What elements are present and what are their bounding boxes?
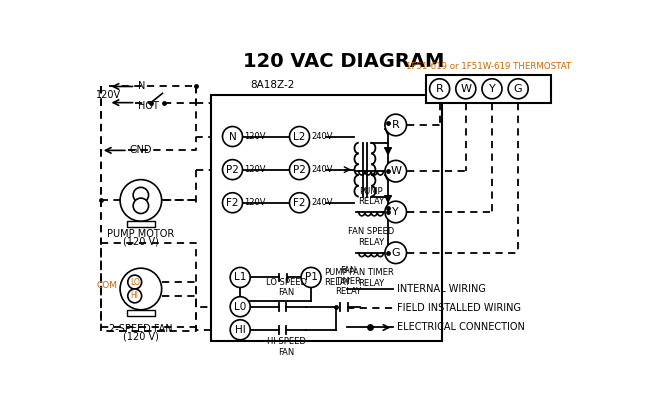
Circle shape: [222, 193, 243, 213]
Circle shape: [482, 79, 502, 99]
Circle shape: [222, 160, 243, 180]
Text: R: R: [392, 120, 399, 130]
Text: LO: LO: [130, 277, 139, 287]
Text: FAN SPEED
RELAY: FAN SPEED RELAY: [348, 228, 394, 247]
Text: 240V: 240V: [311, 132, 332, 141]
Circle shape: [429, 79, 450, 99]
Circle shape: [230, 297, 250, 317]
Circle shape: [385, 201, 407, 223]
Circle shape: [133, 187, 149, 203]
Text: 120 VAC DIAGRAM: 120 VAC DIAGRAM: [243, 52, 444, 70]
Circle shape: [120, 180, 161, 221]
Circle shape: [385, 242, 407, 264]
Circle shape: [456, 79, 476, 99]
Text: INTERNAL WIRING: INTERNAL WIRING: [397, 284, 486, 294]
Text: (120 V): (120 V): [123, 237, 159, 247]
Text: PUMP
RELAY: PUMP RELAY: [324, 268, 350, 287]
Bar: [127, 310, 155, 316]
Text: L1: L1: [234, 272, 247, 282]
Text: LO SPEED
FAN: LO SPEED FAN: [266, 278, 307, 297]
Text: 8A18Z-2: 8A18Z-2: [251, 80, 295, 91]
Bar: [211, 95, 442, 341]
Text: GND: GND: [129, 145, 152, 155]
Circle shape: [385, 114, 407, 136]
Text: F2: F2: [226, 198, 239, 208]
Text: R: R: [436, 84, 444, 94]
Bar: [127, 221, 155, 228]
Circle shape: [128, 275, 141, 289]
Text: HOT: HOT: [138, 101, 159, 111]
Text: G: G: [391, 248, 400, 258]
Polygon shape: [385, 148, 391, 154]
Text: L0: L0: [234, 302, 247, 312]
Text: PUMP
RELAY: PUMP RELAY: [358, 186, 384, 206]
Text: (120 V): (120 V): [123, 331, 159, 341]
Text: W: W: [390, 166, 401, 176]
Polygon shape: [385, 176, 391, 181]
Text: 120V: 120V: [244, 198, 265, 207]
Text: HI: HI: [131, 291, 139, 300]
Circle shape: [120, 268, 161, 310]
Bar: [425, 75, 551, 103]
Text: COM: COM: [96, 281, 118, 290]
Circle shape: [289, 193, 310, 213]
Text: HI SPEED
FAN: HI SPEED FAN: [267, 337, 306, 357]
Text: 120V: 120V: [244, 132, 265, 141]
Text: W: W: [460, 84, 471, 94]
Circle shape: [301, 267, 321, 287]
Text: P2: P2: [226, 165, 239, 175]
Text: FAN
TIMER
RELAY: FAN TIMER RELAY: [335, 266, 361, 296]
Circle shape: [508, 79, 528, 99]
Circle shape: [230, 267, 250, 287]
Text: G: G: [514, 84, 523, 94]
Text: 1F51-619 or 1F51W-619 THERMOSTAT: 1F51-619 or 1F51W-619 THERMOSTAT: [405, 62, 571, 71]
Circle shape: [385, 160, 407, 182]
Circle shape: [230, 320, 250, 340]
Text: F2: F2: [293, 198, 306, 208]
Text: N: N: [138, 81, 145, 91]
Text: ELECTRICAL CONNECTION: ELECTRICAL CONNECTION: [397, 323, 525, 333]
Text: HI: HI: [234, 325, 246, 335]
Text: L2: L2: [293, 132, 306, 142]
Text: 120V: 120V: [244, 165, 265, 174]
Circle shape: [289, 127, 310, 147]
Circle shape: [128, 289, 141, 303]
Circle shape: [222, 127, 243, 147]
Circle shape: [289, 160, 310, 180]
Text: 120V: 120V: [96, 90, 121, 100]
Text: PUMP MOTOR: PUMP MOTOR: [107, 229, 174, 239]
Polygon shape: [385, 196, 391, 202]
Polygon shape: [385, 129, 391, 135]
Text: P1: P1: [305, 272, 318, 282]
Text: FIELD INSTALLED WIRING: FIELD INSTALLED WIRING: [397, 303, 521, 313]
Text: P2: P2: [293, 165, 306, 175]
Text: 240V: 240V: [311, 198, 332, 207]
Text: Y: Y: [488, 84, 495, 94]
Text: 240V: 240V: [311, 165, 332, 174]
Text: Y: Y: [393, 207, 399, 217]
Text: FAN TIMER
RELAY: FAN TIMER RELAY: [348, 268, 393, 287]
Circle shape: [133, 198, 149, 214]
Text: 2-SPEED FAN: 2-SPEED FAN: [109, 323, 173, 334]
Text: N: N: [228, 132, 237, 142]
